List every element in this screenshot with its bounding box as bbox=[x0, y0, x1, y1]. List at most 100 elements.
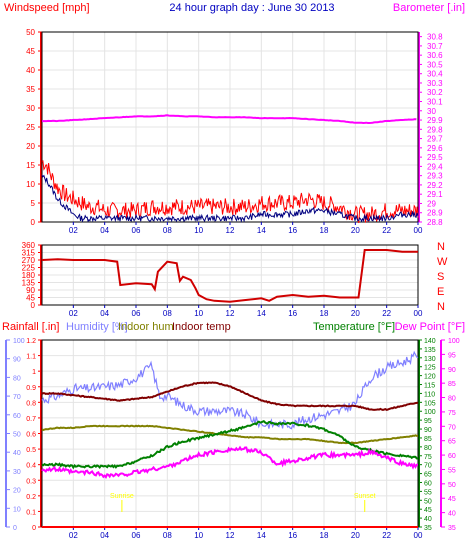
panel2-x-tick-label-16: 16 bbox=[288, 309, 297, 318]
dewpoint-tick-label-35: 35 bbox=[448, 525, 456, 532]
dewpoint-tick-label-65: 65 bbox=[448, 439, 456, 446]
panel2-left-tick-label-180: 180 bbox=[22, 271, 36, 280]
temperature-tick-label-75: 75 bbox=[424, 454, 432, 461]
panel3-x-tick-label-10: 10 bbox=[194, 531, 203, 540]
panel1-left-tick-label-15: 15 bbox=[26, 161, 35, 170]
series-temperature-line bbox=[41, 420, 419, 470]
rainfall-tick-label-0.2: 0.2 bbox=[26, 494, 36, 501]
panel2-left-tick-label-225: 225 bbox=[22, 264, 36, 273]
temperature-tick-label-55: 55 bbox=[424, 489, 432, 496]
panel2-x-tick-label-06: 06 bbox=[132, 309, 141, 318]
panel2-compass-label-1: W bbox=[437, 256, 448, 268]
humidity-tick-label-40: 40 bbox=[13, 450, 21, 457]
temperature-tick-label-60: 60 bbox=[424, 480, 432, 487]
panel1-right-tick-label-30.1: 30.1 bbox=[427, 98, 443, 107]
panel1-right-tick-label-28.9: 28.9 bbox=[427, 209, 443, 218]
panel1-left-tick-label-50: 50 bbox=[26, 28, 35, 37]
panel1-right-tick-label-29.2: 29.2 bbox=[427, 181, 443, 190]
panel1-x-tick-label-14: 14 bbox=[257, 226, 266, 235]
temperature-tick-label-85: 85 bbox=[424, 436, 432, 443]
chart-marks-layer: 0510152025303540455028.828.92929.129.229… bbox=[5, 28, 460, 540]
panel2-x-tick-label-02: 02 bbox=[69, 309, 78, 318]
panel3-x-tick-label-08: 08 bbox=[163, 531, 172, 540]
temperature-tick-label-140: 140 bbox=[424, 338, 436, 345]
annotation-label-1: Sunset bbox=[354, 493, 376, 500]
dewpoint-tick-label-75: 75 bbox=[448, 410, 456, 417]
panel2-left-tick-label-0: 0 bbox=[31, 301, 36, 310]
temperature-tick-label-65: 65 bbox=[424, 472, 432, 479]
rainfall-tick-label-0.9: 0.9 bbox=[26, 385, 36, 392]
dewpoint-tick-label-60: 60 bbox=[448, 453, 456, 460]
panel1-left-tick-label-35: 35 bbox=[26, 85, 35, 94]
humidity-tick-label-100: 100 bbox=[13, 338, 25, 345]
panel2-x-tick-label-00: 00 bbox=[414, 309, 423, 318]
panel3-x-tick-label-06: 06 bbox=[132, 531, 141, 540]
rainfall-tick-label-0: 0 bbox=[32, 525, 36, 532]
panel3-x-tick-label-02: 02 bbox=[69, 531, 78, 540]
panel1-right-tick-label-30: 30 bbox=[427, 107, 436, 116]
humidity-tick-label-10: 10 bbox=[13, 506, 21, 513]
panel1-right-tick-label-29: 29 bbox=[427, 199, 436, 208]
panel2-x-tick-label-20: 20 bbox=[351, 309, 360, 318]
series-indoor-temp-line bbox=[41, 381, 419, 411]
panel1-right-tick-label-28.8: 28.8 bbox=[427, 218, 443, 227]
panel1-x-tick-label-22: 22 bbox=[382, 226, 391, 235]
panel1-right-tick-label-29.6: 29.6 bbox=[427, 144, 443, 153]
panel2-x-tick-label-22: 22 bbox=[382, 309, 391, 318]
temperature-tick-label-35: 35 bbox=[424, 525, 432, 532]
rainfall-tick-label-1.2: 1.2 bbox=[26, 338, 36, 345]
temperature-tick-label-110: 110 bbox=[424, 391, 435, 398]
series-humidity-line bbox=[41, 350, 419, 430]
rainfall-tick-label-0.4: 0.4 bbox=[26, 463, 36, 470]
rainfall-tick-label-0.8: 0.8 bbox=[26, 400, 36, 407]
humidity-tick-label-50: 50 bbox=[13, 432, 21, 439]
temperature-tick-label-45: 45 bbox=[424, 507, 432, 514]
panel3-x-tick-label-14: 14 bbox=[257, 531, 266, 540]
series-wind-direction-line bbox=[41, 249, 418, 303]
chart-title: 24 hour graph day : June 30 2013 bbox=[169, 2, 334, 14]
series-gust-line bbox=[41, 160, 419, 224]
dewpoint-tick-label-90: 90 bbox=[448, 367, 456, 374]
panel2-compass-label-3: E bbox=[437, 286, 444, 298]
humidity-tick-label-20: 20 bbox=[13, 488, 21, 495]
panel1-x-tick-label-20: 20 bbox=[351, 226, 360, 235]
panel2-left-tick-label-45: 45 bbox=[26, 294, 35, 303]
humidity-tick-label-30: 30 bbox=[13, 469, 21, 476]
panel1-left-tick-label-0: 0 bbox=[31, 218, 36, 227]
rainfall-tick-label-0.7: 0.7 bbox=[26, 416, 36, 423]
temperature-tick-label-40: 40 bbox=[424, 516, 432, 523]
panel2-left-tick-label-90: 90 bbox=[26, 286, 35, 295]
humidity-tick-label-70: 70 bbox=[13, 394, 21, 401]
temperature-tick-label-135: 135 bbox=[424, 347, 436, 354]
panel2-compass-label-0: N bbox=[437, 241, 445, 253]
panel1-right-tick-label-30.7: 30.7 bbox=[427, 42, 443, 51]
panel1-right-tick-label-29.8: 29.8 bbox=[427, 125, 443, 134]
panel3-x-tick-label-00: 00 bbox=[414, 531, 423, 540]
panel2-x-tick-label-04: 04 bbox=[100, 309, 109, 318]
temperature-axis-label: Temperature [°F] bbox=[313, 321, 395, 333]
panel1-right-tick-label-29.7: 29.7 bbox=[427, 135, 443, 144]
panel1-right-tick-label-30.5: 30.5 bbox=[427, 60, 443, 69]
panel1-right-tick-label-29.5: 29.5 bbox=[427, 153, 443, 162]
panel1-x-tick-label-00: 00 bbox=[414, 226, 423, 235]
panel2-x-tick-label-12: 12 bbox=[226, 309, 235, 318]
rainfall-tick-label-0.1: 0.1 bbox=[26, 509, 36, 516]
panel1-left-tick-label-20: 20 bbox=[26, 142, 35, 151]
panel3-x-tick-label-18: 18 bbox=[320, 531, 329, 540]
temperature-tick-label-115: 115 bbox=[424, 383, 435, 390]
panel2-x-tick-label-08: 08 bbox=[163, 309, 172, 318]
panel1-left-tick-label-5: 5 bbox=[31, 199, 36, 208]
panel1-x-tick-label-04: 04 bbox=[100, 226, 109, 235]
panel3-x-tick-label-16: 16 bbox=[288, 531, 297, 540]
humidity-tick-label-0: 0 bbox=[13, 525, 17, 532]
humidity-tick-label-90: 90 bbox=[13, 357, 21, 364]
dewpoint-tick-label-80: 80 bbox=[448, 396, 456, 403]
panel1-left-tick-label-40: 40 bbox=[26, 66, 35, 75]
panel2-compass-label-2: S bbox=[437, 271, 444, 283]
temperature-tick-label-100: 100 bbox=[424, 409, 436, 416]
panel2-x-tick-label-14: 14 bbox=[257, 309, 266, 318]
rainfall-tick-label-1: 1 bbox=[32, 369, 36, 376]
panel2-left-tick-label-315: 315 bbox=[22, 249, 36, 258]
panel3-x-tick-label-20: 20 bbox=[351, 531, 360, 540]
